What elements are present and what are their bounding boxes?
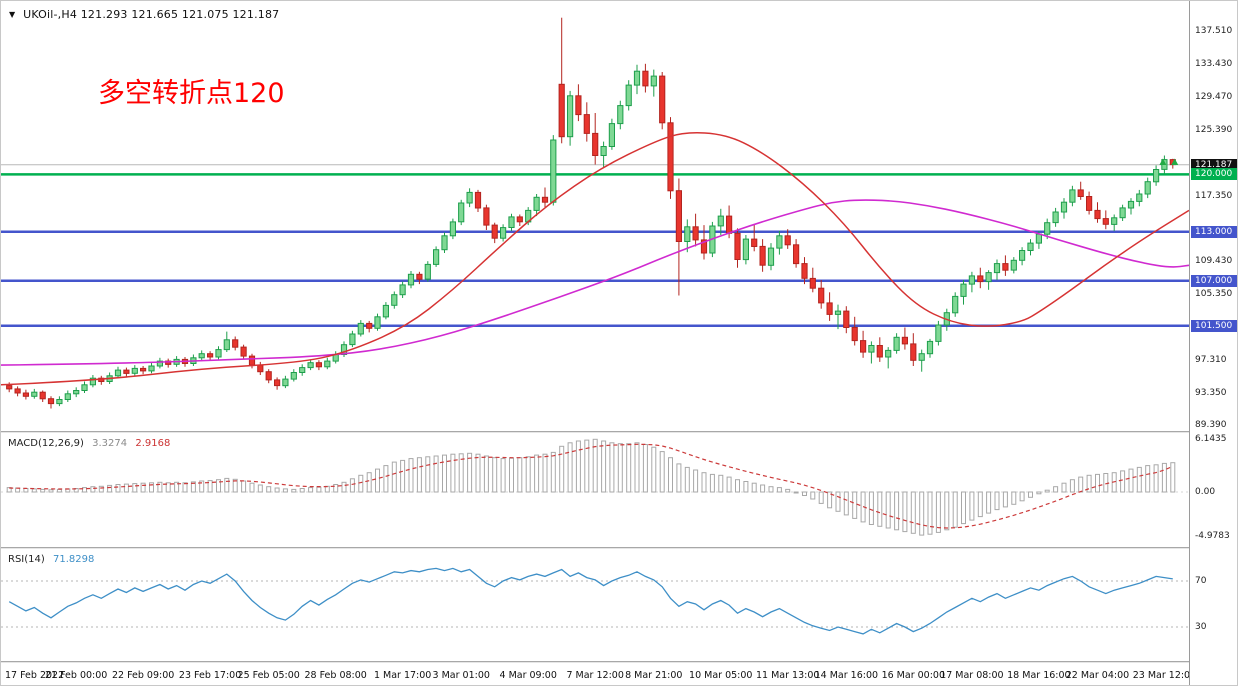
ma-magenta-line	[1, 199, 1189, 366]
price-badge-120.000: 120.000	[1191, 168, 1237, 181]
rsi-name: RSI(14)	[8, 554, 45, 565]
macd-indicator-label: MACD(12,26,9) 3.3274 2.9168	[8, 438, 170, 449]
time-tick-label: 16 Mar 00:00	[881, 670, 946, 681]
time-axis-divider	[1, 661, 1237, 663]
candles	[6, 17, 1176, 409]
macd-scale-label: 6.1435	[1195, 433, 1227, 444]
time-tick-label: 23 Mar 12:00	[1132, 670, 1189, 681]
ma-red-line	[1, 132, 1189, 386]
time-tick-label: 18 Mar 16:00	[1007, 670, 1071, 681]
panel-splitter-rsi[interactable]	[1, 547, 1237, 549]
time-tick-label: 11 Mar 13:00	[756, 670, 820, 681]
price-tick-label: 125.390	[1195, 125, 1233, 136]
price-badge-101.500: 101.500	[1191, 319, 1237, 332]
time-axis[interactable]: 17 Feb 2022 21 Feb 00:00 22 Feb 09:00 23 Fe…	[1, 663, 1189, 685]
macd-scale-label: -4.9783	[1195, 530, 1230, 541]
chart-annotation-text: 多空转折点120	[98, 78, 285, 109]
price-tick-label: 109.430	[1195, 255, 1233, 266]
rsi-line	[8, 567, 1173, 635]
time-tick-label: 17 Mar 08:00	[940, 670, 1004, 681]
price-badge-107.000: 107.000	[1191, 274, 1237, 287]
time-tick-label: 22 Mar 04:00	[1065, 670, 1130, 681]
price-tick-label: 133.430	[1195, 59, 1233, 70]
symbol-ohlc-info: ▼ UKOil-,H4 121.293 121.665 121.075 121.…	[9, 8, 279, 21]
macd-signal-value: 2.9168	[135, 438, 171, 449]
rsi-panel-canvas[interactable]	[1, 549, 1189, 661]
rsi-scale-label: 30	[1195, 622, 1207, 632]
time-tick-label: 23 Feb 17:00	[178, 670, 242, 681]
price-tick-label: 97.310	[1195, 355, 1227, 366]
rsi-value: 71.8298	[52, 554, 95, 565]
price-axis[interactable]: 137.510 133.430 129.470 125.390 117.350 109.4…	[1189, 1, 1237, 685]
macd-scale-label: 0.00	[1195, 487, 1216, 497]
time-tick-label: 1 Mar 17:00	[373, 670, 432, 681]
time-tick-label: 14 Mar 16:00	[814, 670, 879, 681]
main-chart-canvas[interactable]	[1, 1, 1189, 431]
time-tick-label: 10 Mar 05:00	[689, 670, 753, 681]
time-tick-label: 25 Feb 05:00	[237, 670, 300, 681]
panel-splitter-macd[interactable]	[1, 431, 1237, 433]
price-badge-121.187: 121.187	[1191, 158, 1237, 171]
price-tick-label: 89.390	[1195, 420, 1227, 430]
macd-signal-line	[9, 443, 1174, 529]
time-tick-label: 28 Feb 08:00	[304, 670, 367, 681]
price-tick-label: 117.350	[1195, 191, 1233, 202]
price-badge-113.000: 113.000	[1191, 225, 1237, 238]
macd-panel-canvas[interactable]	[1, 433, 1189, 547]
symbol-ohlc-text: UKOil-,H4 121.293 121.665 121.075 121.18…	[23, 8, 280, 21]
up-arrow-marker	[1171, 158, 1179, 165]
time-tick-label: 17 Feb 2022	[5, 670, 65, 681]
time-tick-label: 8 Mar 21:00	[625, 670, 683, 681]
macd-main-value: 3.3274	[92, 438, 128, 449]
up-arrow-marker	[1159, 158, 1167, 165]
time-tick-label: 21 Feb 00:00	[44, 670, 108, 681]
horizontal-level-lines[interactable]	[1, 173, 1189, 328]
time-tick-label: 7 Mar 12:00	[566, 670, 624, 681]
rsi-indicator-label: RSI(14) 71.8298	[8, 554, 94, 565]
macd-histogram	[6, 438, 1176, 536]
price-tick-label: 129.470	[1195, 91, 1233, 102]
price-tick-label: 105.350	[1195, 289, 1233, 300]
time-tick-label: 22 Feb 09:00	[111, 670, 175, 681]
symbol-dropdown-icon[interactable]: ▼	[9, 10, 16, 19]
time-tick-label: 4 Mar 09:00	[499, 670, 557, 681]
price-tick-label: 93.350	[1195, 387, 1227, 398]
price-tick-label: 137.510	[1195, 26, 1233, 36]
rsi-scale-label: 70	[1195, 576, 1207, 586]
time-tick-label: 3 Mar 01:00	[432, 670, 490, 681]
macd-name: MACD(12,26,9)	[8, 438, 84, 449]
